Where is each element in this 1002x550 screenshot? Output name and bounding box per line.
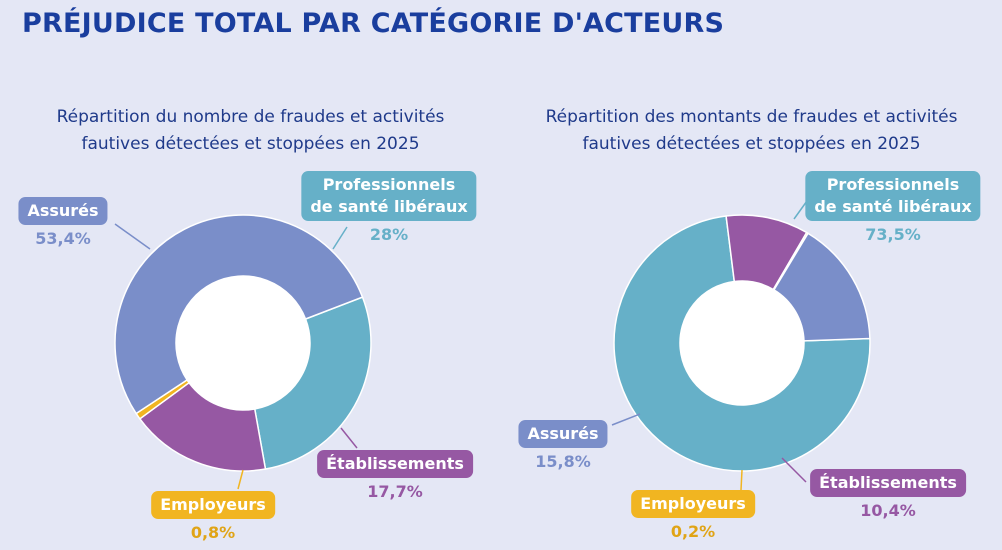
value-professionnels: 73,5% (865, 225, 921, 244)
leader-line (332, 226, 348, 250)
badge-assures: Assurés (518, 420, 608, 448)
label-employeurs: Employeurs 0,8% (151, 491, 275, 543)
badge-assures: Assurés (18, 197, 108, 225)
value-employeurs: 0,2% (670, 522, 716, 541)
donut-chart-count (114, 214, 372, 490)
badge-etablissements: Établissements (810, 469, 966, 497)
label-etablissements: Établissements 17,7% (317, 450, 473, 502)
value-employeurs: 0,8% (190, 523, 236, 542)
page-title: PRÉJUDICE TOTAL PAR CATÉGORIE D'ACTEURS (22, 8, 725, 39)
donut-hole (176, 276, 310, 410)
chart-subtitle: Répartition des montants de fraudes et a… (545, 107, 958, 154)
label-professionnels: Professionnels de santé libéraux 73,5% (805, 171, 981, 245)
chart-panel-count: Répartition du nombre de fraudes et acti… (18, 107, 477, 543)
chart-subtitle: Répartition du nombre de fraudes et acti… (56, 107, 445, 154)
badge-etablissements: Établissements (317, 450, 473, 478)
leader-line (114, 223, 151, 250)
leader-line (781, 457, 807, 483)
leader-line (237, 469, 244, 490)
value-assures: 53,4% (35, 229, 91, 248)
label-etablissements: Établissements 10,4% (810, 469, 966, 521)
slice-professionnels-de-sante-liberaux (253, 296, 372, 470)
value-etablissements: 10,4% (860, 501, 916, 520)
donut-chart-amount (611, 193, 871, 491)
leader-line (611, 413, 641, 426)
badge-employeurs: Employeurs (151, 491, 275, 519)
leader-line (340, 427, 358, 449)
value-professionnels: 28% (369, 225, 409, 244)
label-employeurs: Employeurs 0,2% (631, 490, 755, 542)
label-assures: Assurés 53,4% (18, 197, 108, 249)
badge-employeurs: Employeurs (631, 490, 755, 518)
value-assures: 15,8% (535, 452, 591, 471)
label-assures: Assurés 15,8% (518, 420, 608, 472)
chart-panel-amount: Répartition des montants de fraudes et a… (501, 0, 1002, 550)
leader-line (740, 469, 743, 491)
value-etablissements: 17,7% (367, 482, 423, 501)
donut-hole (680, 281, 804, 405)
label-professionnels: Professionnels de santé libéraux 28% (301, 171, 477, 245)
